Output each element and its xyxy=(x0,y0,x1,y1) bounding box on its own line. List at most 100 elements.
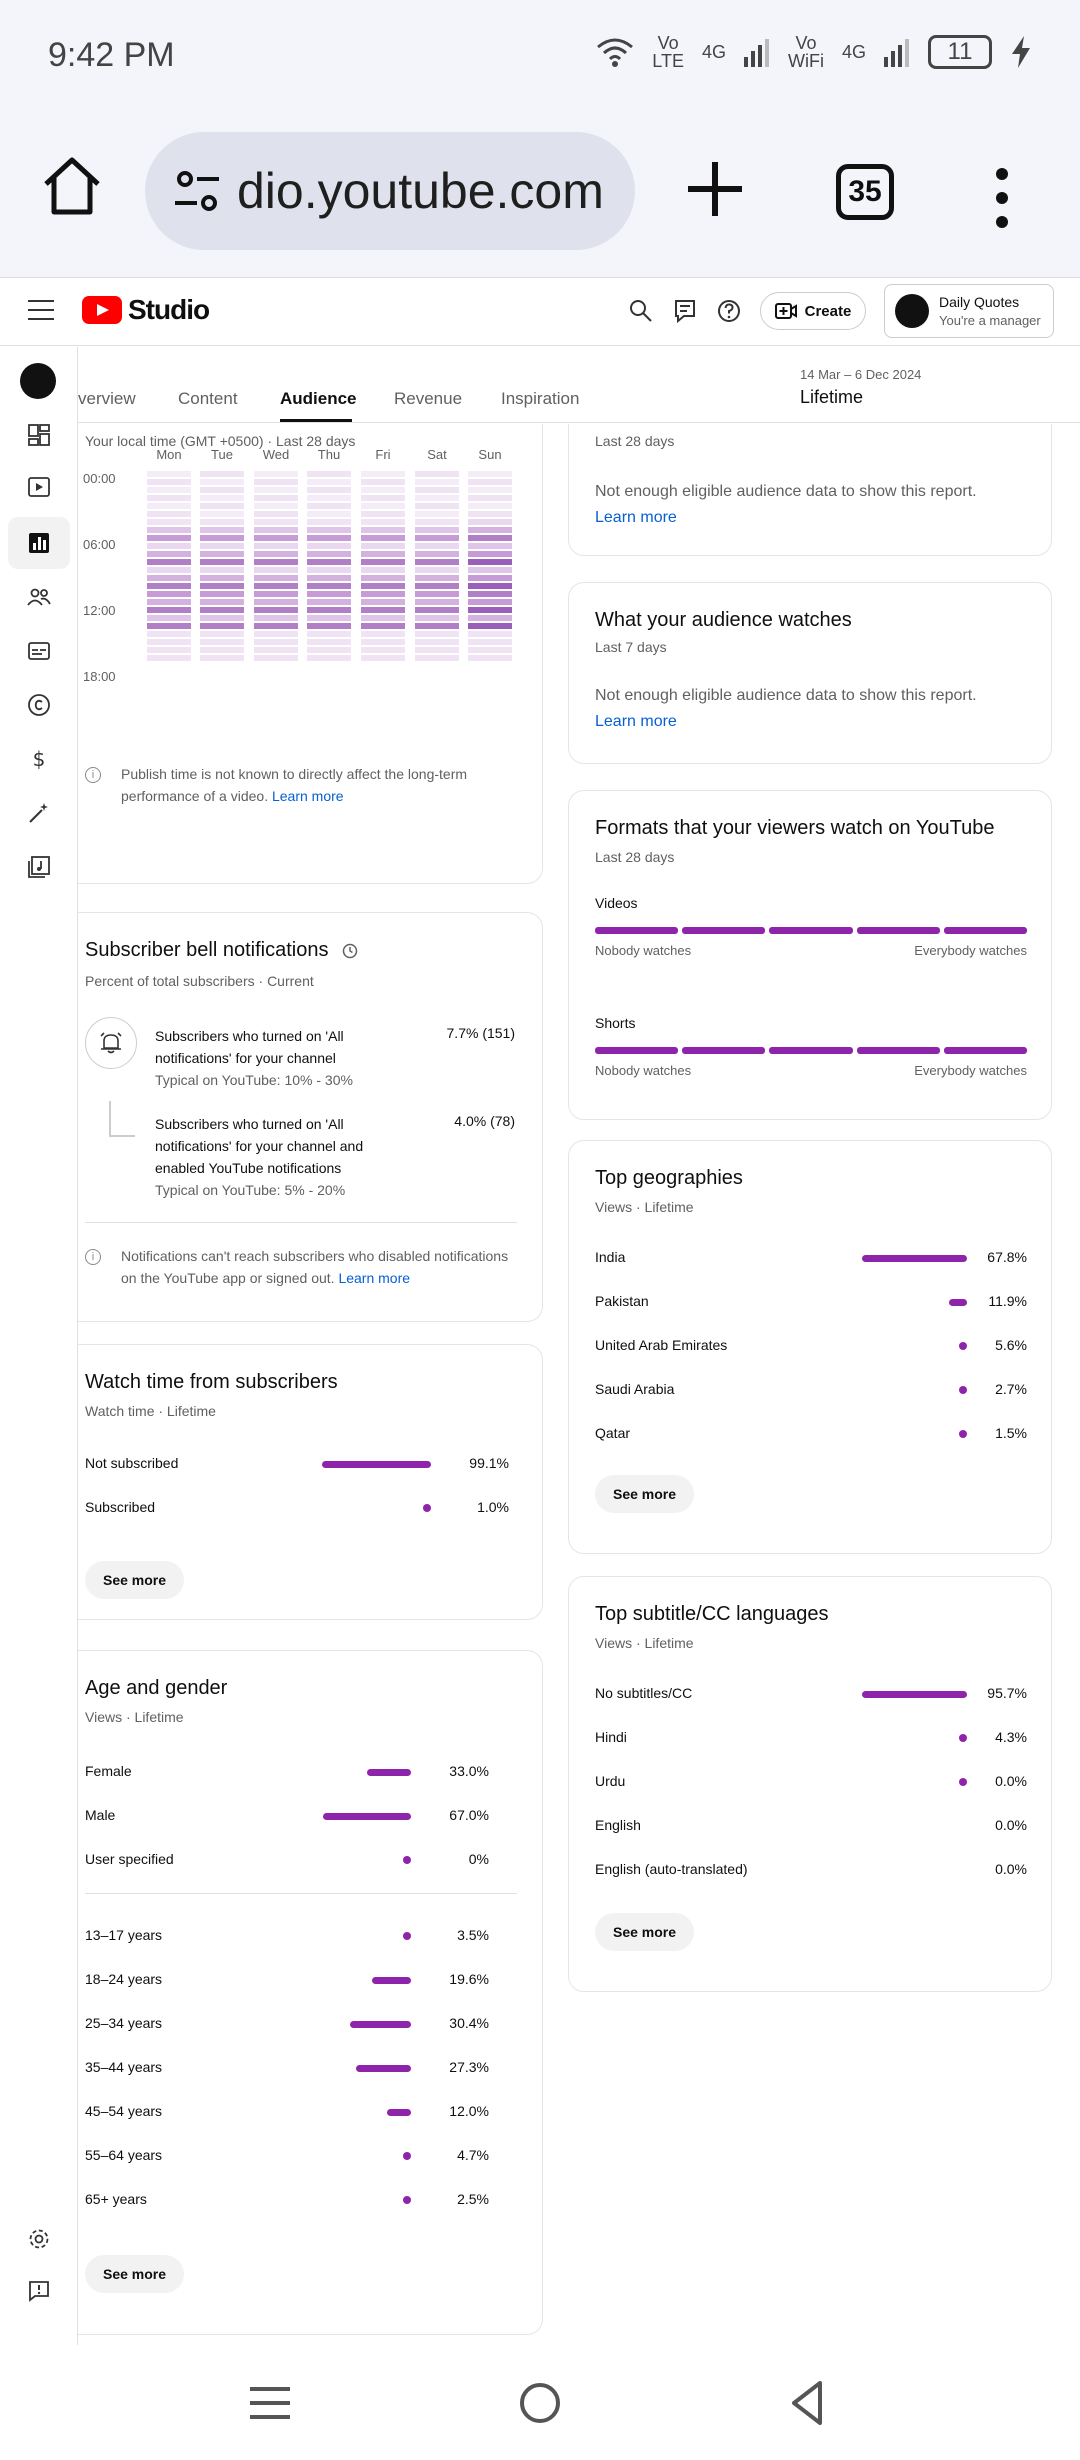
heatmap-cell[interactable] xyxy=(307,567,351,573)
learn-more-link[interactable]: Learn more xyxy=(338,1270,411,1286)
heatmap-cell[interactable] xyxy=(468,655,512,661)
tab-switcher-button[interactable]: 35 xyxy=(836,164,894,220)
heatmap-cell[interactable] xyxy=(254,487,298,493)
heatmap-cell[interactable] xyxy=(147,607,191,613)
heatmap-cell[interactable] xyxy=(415,615,459,621)
heatmap-cell[interactable] xyxy=(468,487,512,493)
heatmap-cell[interactable] xyxy=(147,471,191,477)
channel-avatar[interactable] xyxy=(20,363,56,399)
learn-more-link[interactable]: Learn more xyxy=(271,788,344,804)
recent-apps-icon[interactable] xyxy=(242,2375,298,2431)
heatmap-cell[interactable] xyxy=(307,575,351,581)
heatmap-cell[interactable] xyxy=(415,575,459,581)
heatmap-cell[interactable] xyxy=(307,607,351,613)
heatmap-cell[interactable] xyxy=(468,631,512,637)
heatmap-cell[interactable] xyxy=(147,479,191,485)
heatmap-cell[interactable] xyxy=(307,631,351,637)
heatmap-cell[interactable] xyxy=(200,527,244,533)
heatmap-cell[interactable] xyxy=(200,599,244,605)
create-button[interactable]: Create xyxy=(760,292,866,330)
home-icon[interactable] xyxy=(40,154,104,218)
heatmap-cell[interactable] xyxy=(200,607,244,613)
heatmap-cell[interactable] xyxy=(147,575,191,581)
learn-more-link[interactable]: Learn more xyxy=(595,713,677,730)
heatmap-cell[interactable] xyxy=(468,615,512,621)
heatmap-cell[interactable] xyxy=(361,551,405,557)
heatmap-cell[interactable] xyxy=(361,471,405,477)
comments-icon[interactable] xyxy=(672,298,698,324)
heatmap-cell[interactable] xyxy=(200,543,244,549)
see-more-button[interactable]: See more xyxy=(595,1475,695,1513)
heatmap-cell[interactable] xyxy=(468,647,512,653)
heatmap-cell[interactable] xyxy=(307,487,351,493)
heatmap-cell[interactable] xyxy=(361,487,405,493)
tab-overview[interactable]: verview xyxy=(78,389,136,408)
heatmap-cell[interactable] xyxy=(415,495,459,501)
feedback-icon[interactable] xyxy=(27,2279,51,2303)
heatmap-cell[interactable] xyxy=(361,495,405,501)
heatmap-cell[interactable] xyxy=(254,631,298,637)
customization-icon[interactable] xyxy=(27,801,51,825)
heatmap-cell[interactable] xyxy=(361,535,405,541)
heatmap-cell[interactable] xyxy=(254,567,298,573)
heatmap-cell[interactable] xyxy=(468,543,512,549)
new-tab-icon[interactable] xyxy=(680,154,750,224)
heatmap-cell[interactable] xyxy=(254,575,298,581)
heatmap-cell[interactable] xyxy=(361,519,405,525)
heatmap-cell[interactable] xyxy=(200,559,244,565)
heatmap-cell[interactable] xyxy=(468,511,512,517)
heatmap-cell[interactable] xyxy=(307,503,351,509)
tab-inspiration[interactable]: Inspiration xyxy=(501,389,580,408)
heatmap-cell[interactable] xyxy=(361,591,405,597)
heatmap-cell[interactable] xyxy=(415,639,459,645)
search-icon[interactable] xyxy=(628,298,654,324)
heatmap-cell[interactable] xyxy=(415,551,459,557)
heatmap-cell[interactable] xyxy=(254,543,298,549)
date-range-label[interactable]: Lifetime xyxy=(800,387,864,407)
heatmap-cell[interactable] xyxy=(147,639,191,645)
heatmap-cell[interactable] xyxy=(200,575,244,581)
heatmap-cell[interactable] xyxy=(254,599,298,605)
heatmap-cell[interactable] xyxy=(415,479,459,485)
heatmap-cell[interactable] xyxy=(254,535,298,541)
audio-library-icon[interactable] xyxy=(27,855,51,879)
heatmap-cell[interactable] xyxy=(147,543,191,549)
heatmap-cell[interactable] xyxy=(200,479,244,485)
heatmap-cell[interactable] xyxy=(468,471,512,477)
heatmap-cell[interactable] xyxy=(361,567,405,573)
heatmap-cell[interactable] xyxy=(415,599,459,605)
heatmap-cell[interactable] xyxy=(307,615,351,621)
heatmap-cell[interactable] xyxy=(468,575,512,581)
heatmap-cell[interactable] xyxy=(254,471,298,477)
heatmap-cell[interactable] xyxy=(361,503,405,509)
url-text[interactable]: dio.youtube.com xyxy=(237,163,604,219)
heatmap-cell[interactable] xyxy=(147,527,191,533)
heatmap-cell[interactable] xyxy=(254,559,298,565)
heatmap-cell[interactable] xyxy=(468,527,512,533)
dashboard-icon[interactable] xyxy=(27,423,51,447)
heatmap-cell[interactable] xyxy=(307,655,351,661)
heatmap-cell[interactable] xyxy=(200,647,244,653)
heatmap-cell[interactable] xyxy=(147,567,191,573)
heatmap-cell[interactable] xyxy=(307,647,351,653)
heatmap-cell[interactable] xyxy=(468,503,512,509)
heatmap-cell[interactable] xyxy=(307,479,351,485)
heatmap-cell[interactable] xyxy=(415,535,459,541)
back-icon[interactable] xyxy=(780,2375,836,2431)
heatmap-cell[interactable] xyxy=(147,599,191,605)
heatmap-cell[interactable] xyxy=(147,591,191,597)
browser-menu-icon[interactable] xyxy=(992,168,1012,228)
heatmap-cell[interactable] xyxy=(307,535,351,541)
heatmap-cell[interactable] xyxy=(147,503,191,509)
heatmap-cell[interactable] xyxy=(200,591,244,597)
studio-logo[interactable]: Studio xyxy=(82,294,210,326)
heatmap-cell[interactable] xyxy=(254,495,298,501)
heatmap-cell[interactable] xyxy=(415,567,459,573)
community-icon[interactable] xyxy=(27,585,51,609)
heatmap-cell[interactable] xyxy=(254,583,298,589)
copyright-icon[interactable] xyxy=(27,693,51,717)
date-range-dates[interactable]: 14 Mar – 6 Dec 2024 xyxy=(800,367,922,382)
heatmap-cell[interactable] xyxy=(147,519,191,525)
heatmap-cell[interactable] xyxy=(361,647,405,653)
heatmap-cell[interactable] xyxy=(200,511,244,517)
